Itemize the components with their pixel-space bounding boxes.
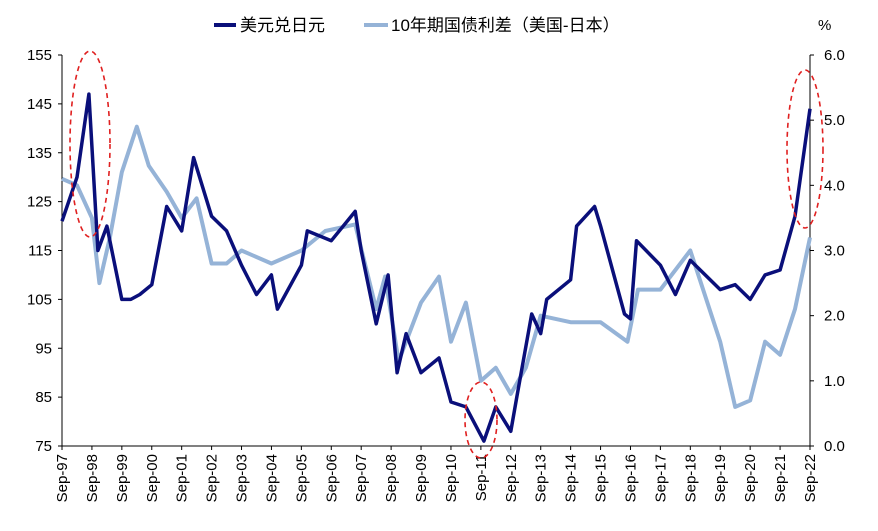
right-tick-label: 4.0 [824, 177, 845, 194]
right-tick-label: 5.0 [824, 112, 845, 129]
annotation-ellipse-1998 [69, 50, 111, 238]
left-tick-label: 145 [27, 96, 52, 113]
legend-label-usdjpy: 美元兑日元 [240, 16, 325, 35]
right-tick-label: 3.0 [824, 243, 845, 260]
x-tick-label: Sep-15 [593, 454, 610, 502]
x-tick-label: Sep-05 [293, 454, 310, 502]
x-tick-label: Sep-19 [712, 454, 729, 502]
x-tick-label: Sep-18 [682, 454, 699, 502]
x-tick-label: Sep-02 [204, 454, 221, 502]
left-tick-label: 115 [28, 243, 52, 260]
series-spread-line [61, 124, 812, 409]
legend: 美元兑日元 10年期国债利差（美国-日本） [214, 16, 620, 35]
legend-label-spread: 10年期国债利差（美国-日本） [391, 16, 620, 35]
x-tick-label: Sep-11 [473, 454, 490, 501]
annotation-ellipse-2022 [786, 69, 824, 229]
x-tick-label: Sep-00 [144, 454, 161, 502]
left-tick-label: 105 [27, 291, 52, 308]
x-tick-label: Sep-09 [413, 454, 430, 502]
x-tick-label: Sep-21 [772, 454, 789, 502]
x-tick-label: Sep-03 [234, 454, 251, 502]
x-tick-label: Sep-13 [533, 454, 550, 502]
right-tick-label: 0.0 [824, 438, 845, 455]
left-tick-label: 155 [27, 47, 52, 64]
right-tick-label: 1.0 [824, 373, 845, 390]
left-tick-label: 85 [35, 389, 52, 406]
axes: 155 145 135 125 115 105 95 85 75 6.0 5.0 4.0 3.0 2.0 1… [27, 47, 845, 502]
x-tick-label: Sep-22 [802, 454, 819, 502]
right-tick-label: 2.0 [824, 308, 845, 325]
x-tick-label: Sep-98 [84, 454, 101, 502]
x-tick-label: Sep-16 [622, 454, 639, 502]
x-tick-label: Sep-12 [503, 454, 520, 502]
x-tick-label: Sep-14 [563, 454, 580, 502]
right-tick-label: 6.0 [824, 47, 845, 64]
x-tick-label: Sep-97 [54, 454, 71, 502]
left-tick-label: 125 [27, 194, 52, 211]
x-tick-label: Sep-99 [114, 454, 131, 502]
left-tick-label: 135 [27, 145, 52, 162]
x-tick-label: Sep-10 [443, 454, 460, 502]
x-tick-label: Sep-17 [652, 454, 669, 502]
annotation-ellipse-2011 [464, 381, 498, 459]
series-usdjpy-line [60, 92, 812, 443]
annotations [69, 50, 824, 459]
x-tick-label: Sep-06 [323, 454, 340, 502]
left-tick-label: 95 [35, 340, 52, 357]
x-tick-label: Sep-20 [742, 454, 759, 502]
right-axis-unit: % [818, 17, 831, 34]
x-tick-label: Sep-08 [383, 454, 400, 502]
series-lines [60, 92, 812, 443]
x-tick-label: Sep-07 [353, 454, 370, 502]
x-tick-label: Sep-04 [263, 454, 280, 502]
left-tick-label: 75 [35, 438, 52, 455]
x-tick-label: Sep-01 [174, 454, 191, 502]
